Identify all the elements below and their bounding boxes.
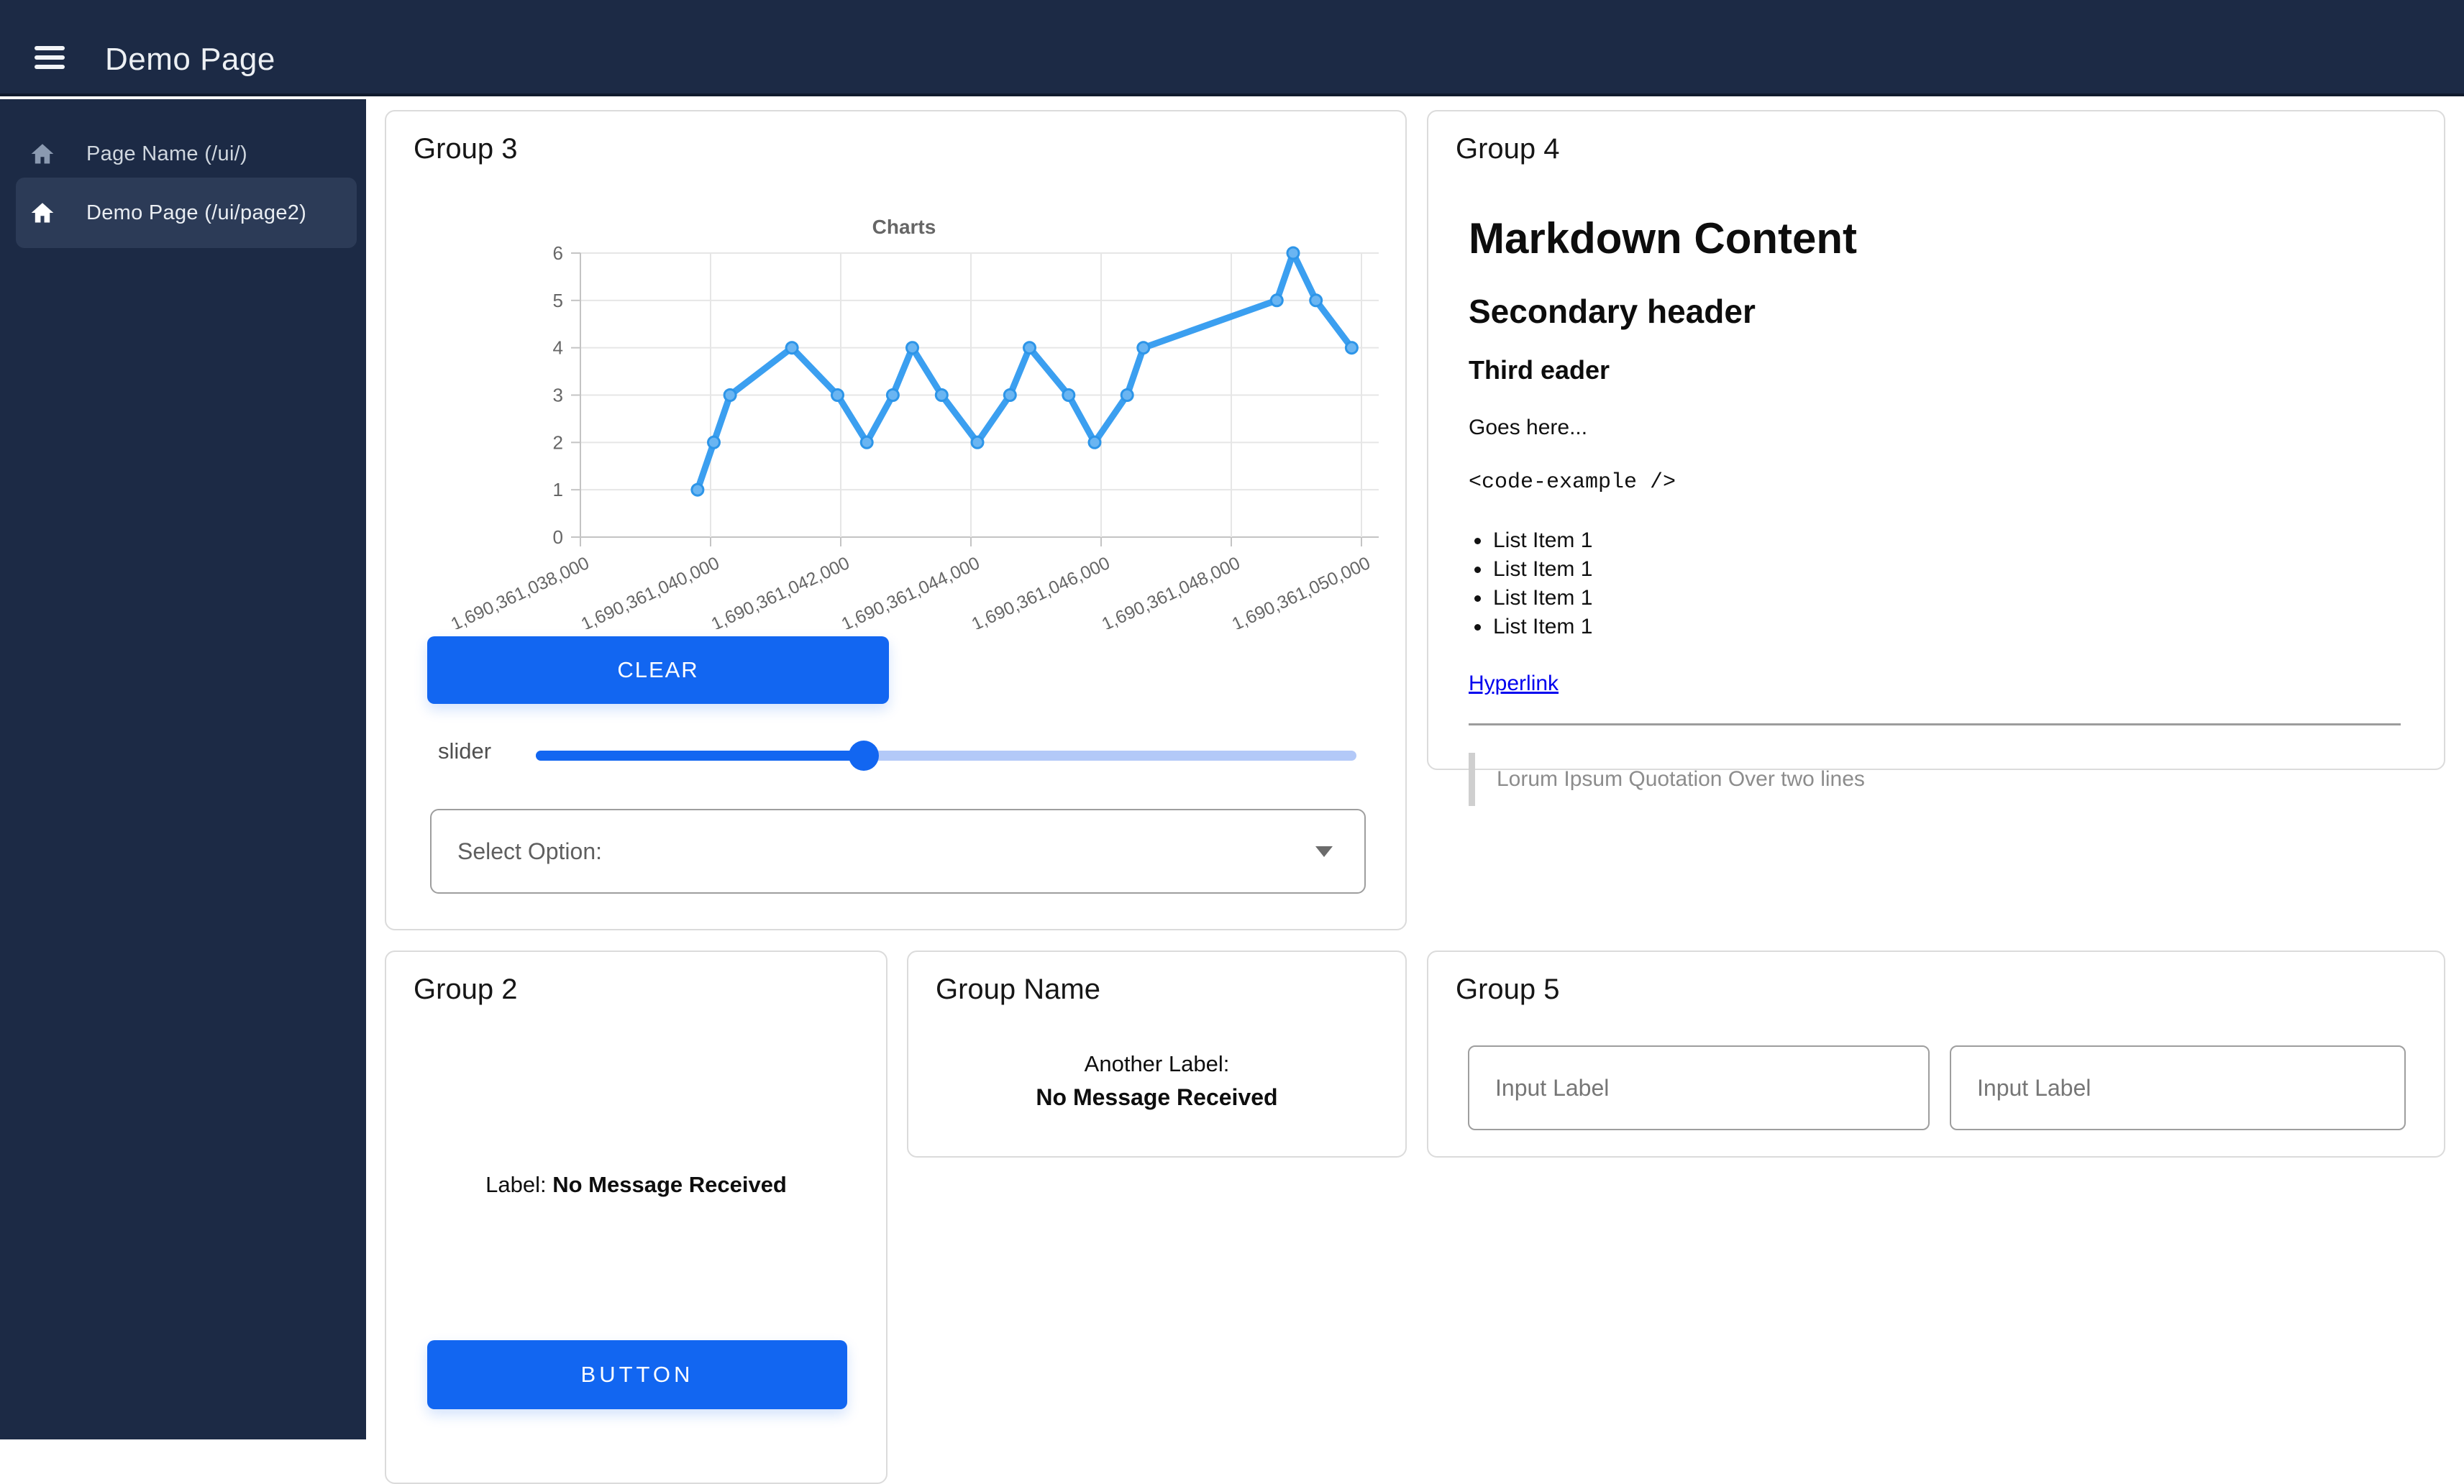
group5-title: Group 5	[1456, 974, 1560, 1005]
svg-text:1: 1	[553, 479, 563, 500]
divider	[1469, 723, 2401, 725]
svg-text:3: 3	[553, 385, 563, 406]
group2-button[interactable]: BUTTON	[427, 1340, 847, 1409]
sidebar-item-label: Demo Page (/ui/page2)	[86, 201, 307, 224]
svg-text:6: 6	[553, 242, 563, 264]
select-option-label: Select Option:	[457, 838, 602, 864]
svg-text:2: 2	[553, 431, 563, 453]
group-name-card: Group Name Another Label: No Message Rec…	[907, 951, 1407, 1158]
group4-card: Group 4 Markdown Content Secondary heade…	[1427, 110, 2445, 806]
markdown-paragraph: Goes here...	[1469, 416, 1588, 439]
line-chart-svg: 0 1 2 3 4 5 6 1,690,361,038,0001,690,361,040,00…	[448, 216, 1379, 629]
input-field-2[interactable]	[1950, 1045, 2406, 1130]
svg-text:5: 5	[553, 290, 563, 311]
svg-text:1,690,361,048,000: 1,690,361,048,000	[1099, 553, 1244, 629]
slider-thumb[interactable]	[849, 741, 880, 771]
line-chart: 0 1 2 3 4 5 6 1,690,361,038,000 1,690,361,040,00…	[426, 203, 1382, 629]
select-option-dropdown[interactable]: Select Option:	[430, 809, 1366, 894]
home-icon	[30, 201, 55, 225]
another-label-value: No Message Received	[1036, 1084, 1278, 1110]
svg-text:1,690,361,044,000: 1,690,361,044,000	[839, 553, 983, 629]
sidebar-item-label: Page Name (/ui/)	[86, 142, 247, 165]
blockquote: Lorum Ipsum Quotation Over two lines	[1469, 753, 2401, 806]
home-icon	[30, 142, 55, 166]
group2-card: Group 2 Label: No Message Received BUTTO…	[385, 951, 888, 1484]
app-header: Demo Page	[0, 0, 2464, 96]
group2-title: Group 2	[414, 974, 518, 1005]
clear-button[interactable]: CLEAR	[427, 636, 889, 704]
another-label: Another Label:	[1084, 1051, 1230, 1076]
slider-row: slider	[386, 730, 1405, 773]
app-title: Demo Page	[105, 42, 275, 77]
hyperlink[interactable]: Hyperlink	[1469, 672, 1559, 695]
sidebar: Page Name (/ui/) Demo Page (/ui/page2)	[0, 99, 366, 1439]
markdown-content: Markdown Content Secondary header Third …	[1469, 214, 2401, 806]
list-item: List Item 1	[1469, 526, 2401, 555]
label-prefix: Label:	[485, 1172, 547, 1197]
list-item: List Item 1	[1469, 613, 2401, 641]
chevron-down-icon	[1315, 846, 1333, 857]
label-value: No Message Received	[552, 1172, 787, 1197]
markdown-h3: Third eader	[1469, 355, 1610, 385]
blockquote-text: Lorum Ipsum Quotation Over two lines	[1497, 767, 1865, 791]
list-item: List Item 1	[1469, 584, 2401, 613]
markdown-h1: Markdown Content	[1469, 214, 1857, 262]
group3-title: Group 3	[414, 133, 518, 165]
sidebar-item-page-name[interactable]: Page Name (/ui/)	[16, 119, 357, 189]
group4-title: Group 4	[1456, 133, 1560, 165]
svg-text:1,690,361,046,000: 1,690,361,046,000	[969, 553, 1113, 629]
input-field-1[interactable]	[1468, 1045, 1930, 1130]
slider[interactable]	[536, 741, 1356, 771]
svg-text:1,690,361,050,000: 1,690,361,050,000	[1229, 553, 1374, 629]
group3-card: Group 3 0 1 2 3 4 5 6 1,690,361,038,000 1,690,36…	[385, 110, 1407, 930]
svg-text:Charts: Charts	[872, 216, 936, 238]
svg-text:1,690,361,038,000: 1,690,361,038,000	[448, 553, 593, 629]
markdown-code: <code-example />	[1469, 470, 1676, 495]
list-item: List Item 1	[1469, 555, 2401, 584]
group-name-title: Group Name	[936, 974, 1100, 1005]
sidebar-item-demo-page[interactable]: Demo Page (/ui/page2)	[16, 178, 357, 248]
svg-text:0: 0	[553, 526, 563, 548]
svg-text:1,690,361,042,000: 1,690,361,042,000	[708, 553, 853, 629]
markdown-list: List Item 1 List Item 1 List Item 1 List…	[1469, 526, 2401, 641]
svg-text:1,690,361,040,000: 1,690,361,040,000	[578, 553, 723, 629]
group5-card: Group 5	[1427, 951, 2445, 1158]
slider-fill	[536, 751, 864, 761]
group2-message-label: Label: No Message Received	[386, 1172, 886, 1198]
markdown-h2: Secondary header	[1469, 293, 1756, 330]
svg-text:4: 4	[553, 337, 563, 359]
hamburger-menu-icon[interactable]	[35, 46, 65, 72]
slider-label: slider	[438, 738, 492, 764]
